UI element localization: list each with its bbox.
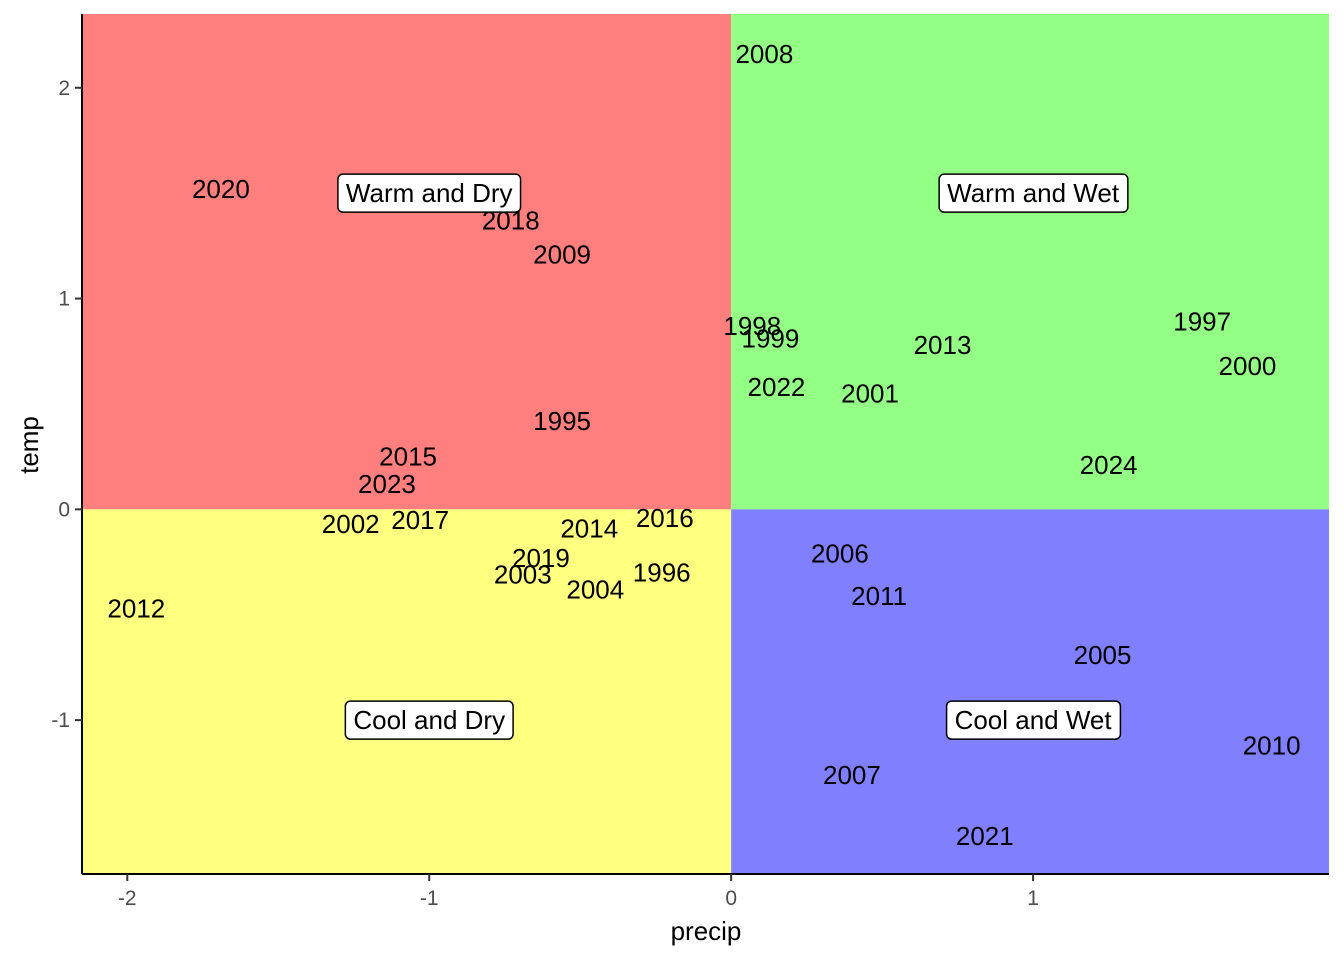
point-label-2021: 2021 — [956, 821, 1014, 851]
point-label-2014: 2014 — [560, 513, 618, 543]
point-label-2009: 2009 — [533, 239, 591, 269]
point-label-2010: 2010 — [1243, 730, 1301, 760]
x-tick-label: -2 — [118, 887, 137, 910]
point-label-1995: 1995 — [533, 406, 591, 436]
point-label-2017: 2017 — [391, 505, 449, 535]
y-tick-label: 0 — [58, 498, 70, 521]
quadrant-label-text: Warm and Dry — [346, 178, 513, 208]
x-axis-title: precip — [671, 916, 742, 946]
point-label-2020: 2020 — [192, 174, 250, 204]
quadrant-label-cool-and-wet: Cool and Wet — [945, 700, 1122, 740]
point-label-2005: 2005 — [1074, 640, 1132, 670]
point-label-2006: 2006 — [811, 539, 869, 569]
point-label-1998: 1998 — [723, 311, 781, 341]
quadrant-label-text: Cool and Wet — [955, 705, 1113, 735]
x-tick-label: -1 — [420, 887, 439, 910]
quadrant-label-box — [344, 700, 514, 740]
x-tick-label: 1 — [1027, 887, 1039, 910]
y-tick-label: 1 — [58, 288, 70, 311]
quadrant-label-text: Warm and Wet — [947, 178, 1120, 208]
point-label-2013: 2013 — [914, 330, 972, 360]
quadrant-label-box — [945, 700, 1122, 740]
quadrant-cool-and-dry — [82, 509, 732, 874]
quadrant-warm-and-wet — [731, 14, 1329, 510]
quadrant-label-warm-and-wet: Warm and Wet — [938, 173, 1129, 213]
point-label-2024: 2024 — [1080, 450, 1138, 480]
quadrant-layer — [82, 14, 1329, 874]
point-label-2007: 2007 — [823, 760, 881, 790]
y-axis-title: temp — [14, 416, 44, 474]
point-label-2003: 2003 — [494, 560, 552, 590]
axis-layer: -2 -1 0 1 -1 0 1 2 — [51, 14, 1329, 910]
point-label-2008: 2008 — [735, 39, 793, 69]
point-label-2022: 2022 — [748, 372, 806, 402]
point-label-2001: 2001 — [841, 378, 899, 408]
point-label-1996: 1996 — [633, 558, 691, 588]
point-label-2023: 2023 — [358, 469, 416, 499]
quadrant-warm-and-dry — [82, 14, 732, 510]
quadrant-label-text: Cool and Dry — [353, 705, 505, 735]
point-label-2004: 2004 — [566, 574, 624, 604]
x-tick-label: 0 — [725, 887, 737, 910]
point-label-2002: 2002 — [322, 509, 380, 539]
y-tick-label: 2 — [58, 77, 70, 100]
quadrant-label-layer: Warm and Dry Warm and Wet Cool and Dry Cool… — [337, 173, 1129, 740]
point-label-2011: 2011 — [851, 581, 907, 611]
point-label-1997: 1997 — [1173, 307, 1231, 337]
point-label-2000: 2000 — [1219, 351, 1277, 381]
point-label-2015: 2015 — [379, 442, 437, 472]
quadrant-label-box — [337, 173, 522, 213]
point-label-1999: 1999 — [741, 324, 799, 354]
quadrant-label-cool-and-dry: Cool and Dry — [344, 700, 514, 740]
y-tick-label: -1 — [51, 709, 70, 732]
quadrant-label-warm-and-dry: Warm and Dry — [337, 173, 522, 213]
point-label-2016: 2016 — [636, 503, 694, 533]
point-label-2012: 2012 — [107, 593, 165, 623]
quadrant-label-box — [938, 173, 1129, 213]
quadrant-cool-and-wet — [731, 509, 1329, 874]
point-label-2019: 2019 — [512, 543, 570, 573]
